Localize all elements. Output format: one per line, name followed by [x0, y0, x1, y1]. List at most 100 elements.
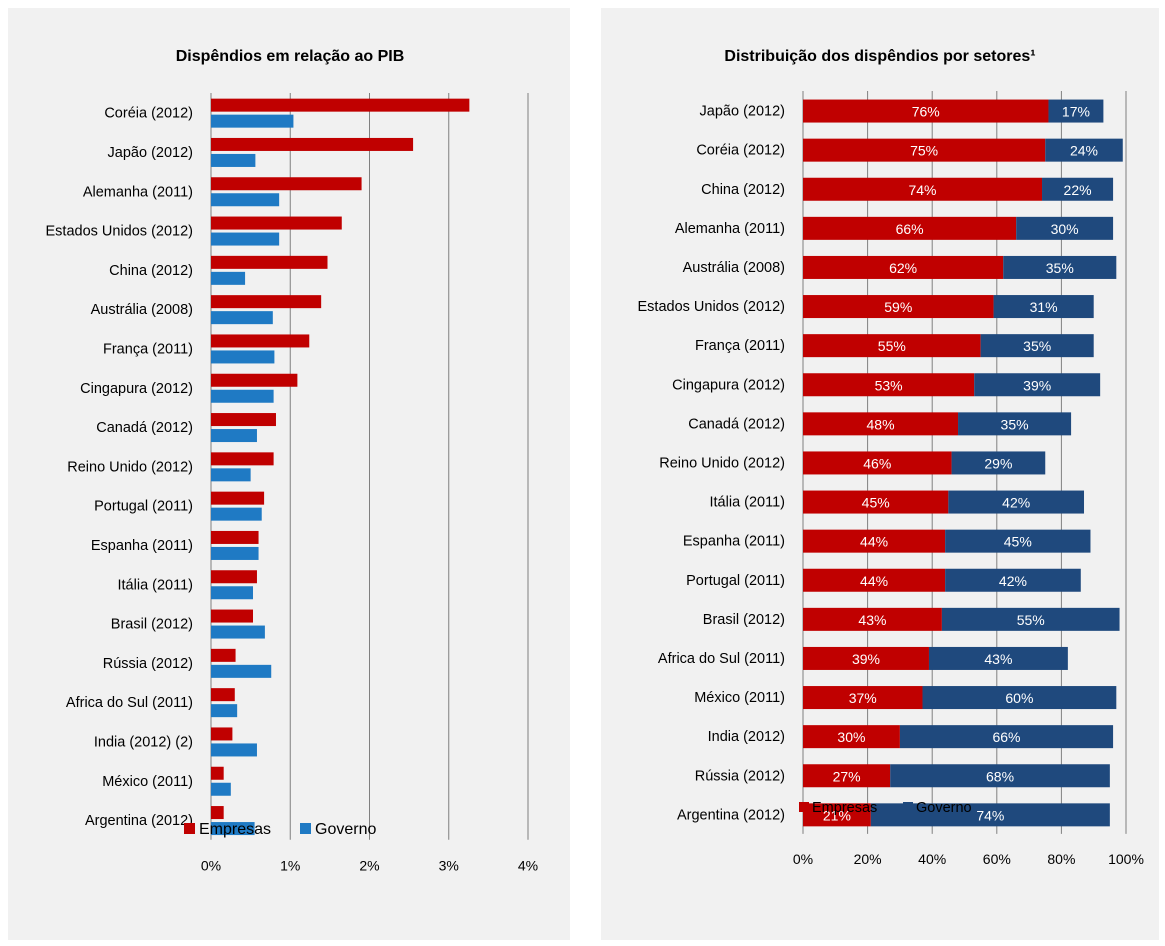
category-label: Cingapura (2012) [672, 377, 785, 393]
bar-governo [211, 625, 265, 639]
bar-empresas [211, 255, 328, 269]
bar-empresas [803, 607, 942, 631]
bar-empresas [211, 806, 224, 820]
bar-governo [211, 193, 280, 207]
legend-swatch-empresas [184, 823, 195, 834]
bar-empresas [803, 295, 994, 319]
data-label-empresas: 62% [889, 260, 917, 276]
data-label-governo: 29% [984, 455, 1012, 471]
bar-governo [211, 468, 251, 482]
data-label-empresas: 27% [833, 768, 861, 784]
data-label-empresas: 76% [912, 104, 940, 120]
bar-governo [948, 490, 1085, 514]
bar-governo [1016, 216, 1114, 240]
category-label: Portugal (2011) [686, 573, 785, 589]
bar-governo [211, 586, 254, 600]
bar-governo [211, 507, 262, 521]
x-tick-label: 1% [280, 858, 300, 874]
bar-governo [211, 664, 272, 678]
data-label-empresas: 74% [908, 182, 936, 198]
category-label: China (2012) [701, 182, 785, 198]
legend-label-empresas: Empresas [812, 800, 877, 816]
bar-governo [922, 686, 1117, 710]
category-label: Japão (2012) [108, 145, 193, 161]
x-tick-label: 0% [793, 851, 813, 867]
category-label: Itália (2011) [118, 577, 194, 593]
category-label: China (2012) [109, 263, 193, 279]
bar-governo [1003, 255, 1117, 279]
data-label-governo: 31% [1030, 299, 1058, 315]
bar-empresas [211, 413, 276, 427]
bar-empresas [803, 177, 1043, 201]
category-label: Japão (2012) [700, 104, 785, 120]
bar-governo [899, 725, 1114, 749]
bar-governo [211, 704, 238, 718]
category-label: Canadá (2012) [96, 420, 193, 436]
bar-empresas [211, 452, 274, 466]
bar-empresas [803, 451, 952, 475]
data-label-governo: 42% [1002, 495, 1030, 511]
data-label-empresas: 66% [896, 221, 924, 237]
category-label: Portugal (2011) [94, 499, 193, 515]
category-label: França (2011) [103, 341, 193, 357]
x-tick-label: 80% [1047, 851, 1075, 867]
category-label: Africa do Sul (2011) [66, 695, 193, 711]
category-label: India (2012) (2) [94, 734, 193, 750]
data-label-empresas: 44% [860, 534, 888, 550]
x-tick-label: 100% [1108, 851, 1144, 867]
bar-empresas [211, 570, 257, 584]
bar-governo [211, 546, 259, 560]
data-label-empresas: 43% [858, 612, 886, 628]
category-label: Austrália (2008) [683, 260, 785, 276]
bar-governo [211, 232, 280, 246]
data-label-governo: 22% [1064, 182, 1092, 198]
category-label: Argentina (2012) [677, 807, 785, 823]
bar-empresas [211, 98, 470, 112]
bar-empresas [211, 530, 259, 544]
bar-empresas [211, 373, 298, 387]
bar-governo [945, 529, 1091, 553]
category-label: México (2011) [102, 774, 193, 790]
data-label-governo: 66% [992, 729, 1020, 745]
chart-panel-setores: Distribuição dos dispêndios por setores¹… [601, 8, 1159, 940]
data-label-governo: 68% [986, 768, 1014, 784]
data-label-empresas: 46% [863, 455, 891, 471]
category-label: Reino Unido (2012) [67, 459, 193, 475]
category-label: Brasil (2012) [703, 612, 785, 628]
bar-empresas [211, 137, 414, 151]
data-label-governo: 60% [1005, 690, 1033, 706]
legend-swatch-governo [300, 823, 311, 834]
data-label-governo: 42% [999, 573, 1027, 589]
category-label: Brasil (2012) [111, 617, 193, 633]
category-label: Africa do Sul (2011) [658, 651, 785, 667]
data-label-empresas: 30% [837, 729, 865, 745]
bar-governo [211, 153, 256, 167]
bar-governo [980, 334, 1094, 358]
category-label: Estados Unidos (2012) [638, 299, 786, 315]
data-label-governo: 24% [1070, 143, 1098, 159]
bar-empresas [803, 255, 1004, 279]
bar-governo [211, 350, 275, 364]
data-label-governo: 45% [1004, 534, 1032, 550]
bar-governo [211, 389, 274, 403]
bar-governo [928, 646, 1068, 670]
data-label-empresas: 55% [878, 338, 906, 354]
data-label-empresas: 45% [862, 495, 890, 511]
bar-empresas [803, 803, 871, 827]
bar-empresas [211, 295, 322, 309]
data-label-governo: 17% [1062, 104, 1090, 120]
bar-empresas [211, 688, 235, 702]
bar-empresas [803, 412, 959, 436]
bar-empresas [803, 490, 949, 514]
data-label-governo: 30% [1051, 221, 1079, 237]
x-tick-label: 0% [201, 858, 221, 874]
legend-swatch-empresas [799, 802, 809, 812]
bar-empresas [211, 334, 310, 348]
chart-title: Dispêndios em relação ao PIB [176, 48, 405, 65]
chart-setores: Distribuição dos dispêndios por setores¹… [638, 48, 1144, 867]
data-label-empresas: 37% [849, 690, 877, 706]
data-label-governo: 55% [1017, 612, 1045, 628]
bar-empresas [803, 725, 900, 749]
category-label: Austrália (2008) [91, 302, 193, 318]
bar-governo [211, 271, 246, 285]
